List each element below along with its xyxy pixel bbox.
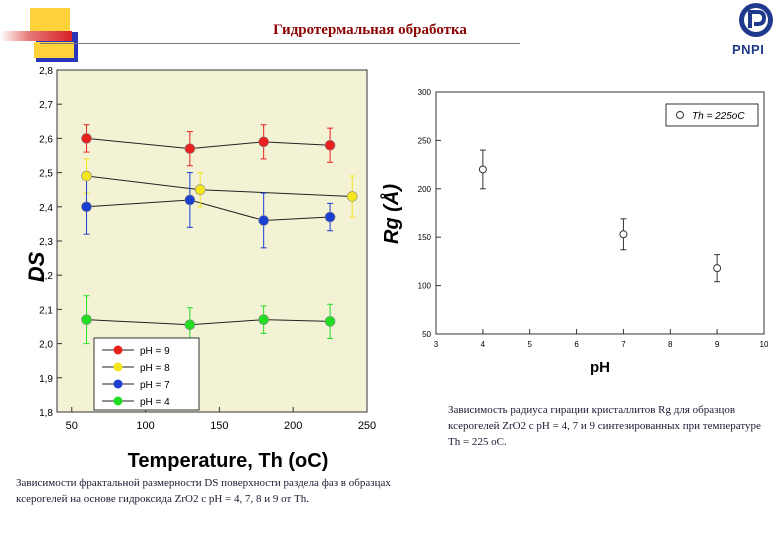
x-tick-label: 4	[481, 340, 486, 349]
legend-marker	[113, 345, 123, 355]
data-point	[258, 314, 269, 325]
title-underline	[40, 43, 520, 44]
x-tick-label: 5	[527, 340, 532, 349]
y-tick-label: 2,8	[39, 66, 53, 77]
legend-label: Th = 225oC	[692, 111, 745, 122]
radius-of-gyration-chart: 50 100 150 200 250 300 3 4 5 6 7 8 9 10 Th = 225oC Rg…	[379, 88, 769, 376]
y-tick-label: 200	[418, 185, 432, 194]
y-tick-label: 2,4	[39, 203, 53, 214]
y-tick-label: 2,0	[39, 340, 53, 351]
right-caption: Зависимость радиуса гирации кристаллитов…	[448, 404, 761, 448]
y-tick-label: 2,5	[39, 169, 53, 180]
y-tick-label: 2,1	[39, 305, 53, 316]
legend-label: pH = 7	[140, 380, 170, 391]
y-tick-label: 300	[418, 88, 432, 97]
legend: pH = 9 pH = 8 pH = 7 pH = 4	[93, 337, 200, 411]
data-point	[184, 194, 196, 206]
deco-yellow-strip	[34, 42, 74, 58]
data-point	[324, 139, 336, 151]
y-tick-label: 1,8	[39, 408, 53, 419]
data-point	[324, 316, 336, 327]
y-tick-label: 150	[418, 233, 432, 242]
y-tick-label: 2,3	[39, 237, 53, 248]
x-tick-label: 250	[358, 420, 376, 432]
plot-area	[435, 91, 765, 335]
legend-label: pH = 4	[140, 397, 170, 408]
legend-label: pH = 8	[140, 363, 170, 374]
y-tick-label: 2,2	[39, 271, 53, 282]
y-tick-label: 50	[422, 330, 431, 339]
y-tick-label: 2,6	[39, 134, 53, 145]
legend-marker	[113, 396, 123, 406]
data-point	[346, 191, 358, 202]
y-tick-label: 1,9	[39, 374, 53, 385]
data-point	[619, 230, 628, 239]
y-tick-label: 2,7	[39, 100, 53, 111]
data-point	[324, 211, 336, 223]
y-tick-label: 250	[418, 136, 432, 145]
x-tick-label: 10	[760, 340, 769, 349]
x-axis-label: pH	[590, 359, 610, 376]
x-tick-label: 7	[621, 340, 626, 349]
legend-label: pH = 9	[140, 346, 170, 357]
logo-text: PNPI	[732, 42, 765, 57]
legend: Th = 225oC	[665, 103, 759, 127]
data-point	[478, 165, 487, 174]
data-point	[81, 170, 92, 182]
y-axis-label: DS	[24, 251, 49, 282]
y-tick-label: 100	[418, 282, 432, 291]
fractal-dimension-chart: 1,8 1,9 2,0 2,1 2,2 2,3 2,4 2,5 2,6 2,7 2,8 50 100 15…	[24, 66, 376, 472]
data-point	[81, 314, 92, 325]
data-point	[258, 136, 269, 148]
x-tick-label: 3	[434, 340, 439, 349]
data-point	[184, 319, 196, 331]
x-tick-label: 6	[574, 340, 579, 349]
y-axis-label: Rg (Å)	[379, 184, 403, 244]
left-caption: Зависимости фрактальной размерности DS п…	[16, 477, 391, 505]
pnpi-logo	[739, 3, 773, 37]
data-point	[81, 201, 92, 213]
data-point	[194, 184, 206, 195]
series-line	[86, 199, 331, 221]
legend-marker	[113, 379, 123, 389]
legend-marker	[676, 111, 684, 119]
x-tick-label: 50	[66, 420, 78, 432]
series-line	[86, 137, 331, 150]
data-point	[81, 133, 92, 144]
data-point	[184, 143, 196, 154]
slide-title: Гидротермальная обработка	[273, 22, 467, 38]
data-point	[258, 215, 269, 226]
deco-red-bar	[0, 31, 72, 41]
x-tick-label: 150	[210, 420, 228, 432]
data-point	[713, 264, 722, 273]
x-tick-label: 100	[136, 420, 154, 432]
legend-marker	[113, 362, 123, 372]
x-tick-label: 8	[668, 340, 673, 349]
x-tick-label: 9	[715, 340, 720, 349]
x-axis-label: Temperature, Th (oC)	[128, 450, 329, 472]
series-line	[86, 319, 331, 326]
x-tick-label: 200	[284, 420, 302, 432]
